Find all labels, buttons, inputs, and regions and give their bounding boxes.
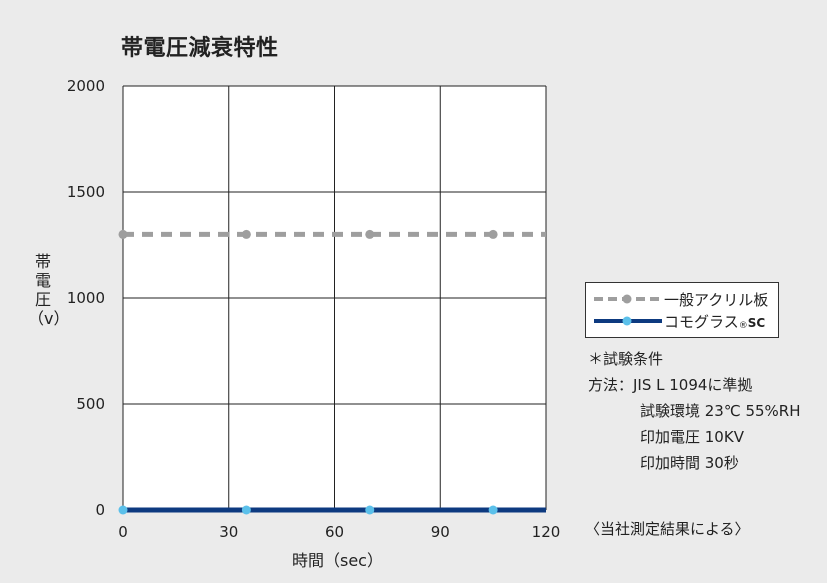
- registered-mark: ®: [738, 320, 748, 331]
- y-tick-label: 1000: [67, 289, 105, 307]
- data-point: [365, 229, 375, 239]
- y-tick-label: 2000: [67, 77, 105, 95]
- series-comoglas: [118, 505, 546, 515]
- x-tick-label: 30: [219, 523, 238, 541]
- legend-label-sc: SC: [747, 315, 766, 330]
- data-point: [488, 229, 498, 239]
- data-point: [118, 229, 128, 239]
- y-axis-label-char: 電: [34, 271, 51, 290]
- legend: 一般アクリル板 コモグラス®SC: [585, 282, 779, 338]
- conditions-heading: ＊試験条件: [588, 350, 664, 368]
- legend-swatch-comoglas: [594, 316, 662, 326]
- y-axis-label: 帯 電 圧 （v）: [28, 252, 70, 328]
- y-tick-label: 500: [76, 395, 105, 413]
- legend-entry-acrylic: 一般アクリル板: [592, 289, 768, 309]
- series-acrylic: [118, 229, 546, 239]
- condition-method: 方法：JIS L 1094に準拠: [588, 376, 753, 394]
- series-group: [118, 229, 546, 515]
- legend-entry-comoglas: コモグラス®SC: [592, 311, 765, 331]
- data-point: [118, 505, 128, 515]
- y-tick-labels: 0 500 1000 1500 2000: [67, 77, 105, 519]
- x-tick-label: 120: [532, 523, 561, 541]
- data-point: [241, 229, 251, 239]
- data-point: [365, 505, 375, 515]
- y-axis-label-unit: （v）: [28, 309, 70, 328]
- data-point: [488, 505, 498, 515]
- legend-swatch-acrylic: [594, 294, 662, 304]
- data-point: [241, 505, 251, 515]
- condition-environment: 試験環境 23℃ 55%RH: [640, 402, 801, 420]
- x-tick-labels: 0 30 60 90 120: [118, 523, 560, 541]
- x-tick-label: 90: [431, 523, 450, 541]
- legend-label-acrylic: 一般アクリル板: [664, 290, 769, 309]
- y-tick-label: 0: [95, 501, 105, 519]
- legend-label-comoglas: コモグラス®SC: [664, 312, 766, 331]
- y-tick-label: 1500: [67, 183, 105, 201]
- test-conditions: ＊試験条件 方法：JIS L 1094に準拠 試験環境 23℃ 55%RH 印加…: [588, 346, 801, 476]
- condition-time: 印加時間 30秒: [640, 454, 739, 472]
- y-axis-label-char: 圧: [34, 290, 51, 309]
- footnote: 〈当社測定結果による〉: [585, 520, 750, 538]
- chart-title: 帯電圧減衰特性: [121, 36, 279, 61]
- x-tick-label: 0: [118, 523, 128, 541]
- y-axis-label-char: 帯: [34, 252, 51, 271]
- grid-lines: [122, 85, 547, 510]
- x-tick-label: 60: [325, 523, 344, 541]
- x-axis-label: 時間（sec）: [292, 551, 383, 570]
- condition-voltage: 印加電圧 10KV: [640, 428, 744, 446]
